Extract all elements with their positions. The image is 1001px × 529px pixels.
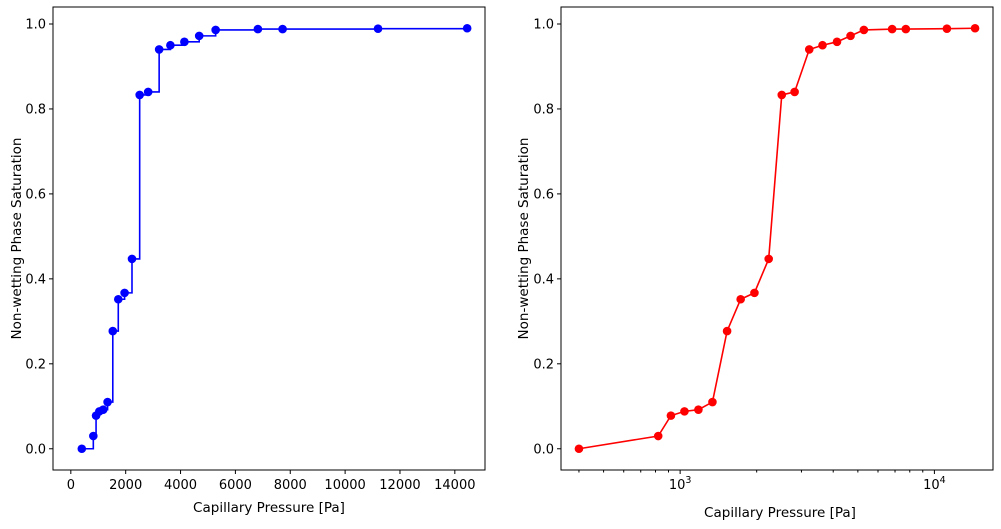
left-data-point bbox=[194, 31, 204, 41]
left-y-tick-label: 0.0 bbox=[25, 442, 46, 457]
left-data-point bbox=[103, 397, 112, 407]
right-plot: 0.0 0.2 0.4 0.6 0.8 1.0 103 104 Capillary Press… bbox=[516, 6, 994, 521]
right-y-tick-label: 0.8 bbox=[533, 102, 554, 117]
left-x-tick-label: 6000 bbox=[219, 478, 252, 493]
left-data-point bbox=[462, 23, 472, 33]
right-y-tick-label: 0.6 bbox=[533, 187, 554, 202]
left-data-point bbox=[154, 45, 164, 54]
right-data-point bbox=[694, 405, 703, 414]
right-data-point bbox=[832, 37, 842, 47]
left-x-tick-label: 2000 bbox=[109, 478, 142, 493]
left-y-axis-label: Non-wetting Phase Saturation bbox=[9, 138, 25, 340]
right-plot-marks bbox=[574, 23, 980, 454]
right-data-point bbox=[777, 90, 787, 100]
right-y-tick-label: 0.4 bbox=[533, 272, 554, 287]
left-plot-axes: 0.0 0.2 0.4 0.6 0.8 1.0 0 2000 4000 6000 8000 10000… bbox=[25, 17, 475, 493]
right-data-point bbox=[653, 431, 663, 441]
right-data-point bbox=[846, 31, 855, 41]
left-y-tick-label: 0.6 bbox=[25, 187, 46, 202]
left-y-tick-label: 0.2 bbox=[25, 357, 46, 372]
right-data-point bbox=[818, 40, 827, 50]
right-data-point bbox=[736, 294, 745, 304]
right-data-point bbox=[666, 411, 676, 420]
left-data-point bbox=[135, 90, 144, 100]
left-data-point bbox=[373, 24, 383, 33]
left-data-point bbox=[77, 444, 87, 454]
right-data-point bbox=[804, 45, 814, 54]
left-data-point bbox=[113, 294, 123, 304]
left-y-tick-label: 0.4 bbox=[25, 272, 46, 287]
right-data-point bbox=[887, 24, 897, 34]
right-data-point bbox=[750, 288, 759, 298]
right-data-point bbox=[970, 23, 980, 33]
left-x-tick-label: 12000 bbox=[379, 478, 420, 493]
left-y-tick-label: 1.0 bbox=[25, 17, 46, 32]
right-data-point bbox=[574, 444, 584, 454]
left-data-point bbox=[127, 254, 137, 264]
left-plot-marks bbox=[77, 23, 472, 454]
left-x-tick-label: 0 bbox=[67, 478, 75, 493]
left-data-point bbox=[89, 431, 98, 441]
left-data-point bbox=[253, 24, 263, 34]
left-plot-frame bbox=[52, 6, 486, 471]
right-y-tick-label: 0.2 bbox=[533, 357, 554, 372]
left-y-tick-label: 0.8 bbox=[25, 102, 46, 117]
right-x-tick-label: 104 bbox=[923, 475, 946, 493]
right-data-point bbox=[942, 24, 952, 33]
right-x-tick-label: 103 bbox=[669, 475, 692, 493]
right-x-axis-label: Capillary Pressure [Pa] bbox=[704, 505, 856, 521]
left-x-axis-label: Capillary Pressure [Pa] bbox=[193, 500, 345, 516]
right-data-point bbox=[680, 407, 689, 416]
right-plot-frame bbox=[560, 6, 994, 471]
left-data-point bbox=[278, 24, 287, 34]
left-plot: 0.0 0.2 0.4 0.6 0.8 1.0 0 2000 4000 6000 8000 10000… bbox=[9, 6, 486, 516]
right-data-point bbox=[708, 397, 717, 407]
right-y-tick-label: 1.0 bbox=[533, 17, 554, 32]
left-x-tick-label: 8000 bbox=[274, 478, 307, 493]
right-y-axis-label: Non-wetting Phase Saturation bbox=[516, 138, 532, 340]
left-data-point bbox=[166, 40, 175, 50]
left-data-point bbox=[180, 37, 189, 47]
right-data-point bbox=[901, 24, 911, 34]
left-data-point bbox=[143, 87, 153, 97]
right-data-point bbox=[859, 25, 869, 35]
right-series-line bbox=[578, 27, 976, 450]
left-x-tick-label: 4000 bbox=[164, 478, 197, 493]
left-x-tick-label: 10000 bbox=[324, 478, 365, 493]
left-data-point bbox=[98, 405, 108, 414]
left-data-point bbox=[120, 288, 129, 298]
right-data-point bbox=[722, 326, 732, 336]
left-x-tick-label: 14000 bbox=[434, 478, 475, 493]
left-data-point bbox=[211, 25, 220, 35]
right-plot-axes: 0.0 0.2 0.4 0.6 0.8 1.0 103 104 bbox=[533, 17, 945, 493]
right-data-point bbox=[764, 254, 773, 264]
left-data-point bbox=[108, 326, 118, 336]
right-y-tick-label: 0.0 bbox=[533, 442, 554, 457]
right-data-point bbox=[790, 87, 799, 97]
